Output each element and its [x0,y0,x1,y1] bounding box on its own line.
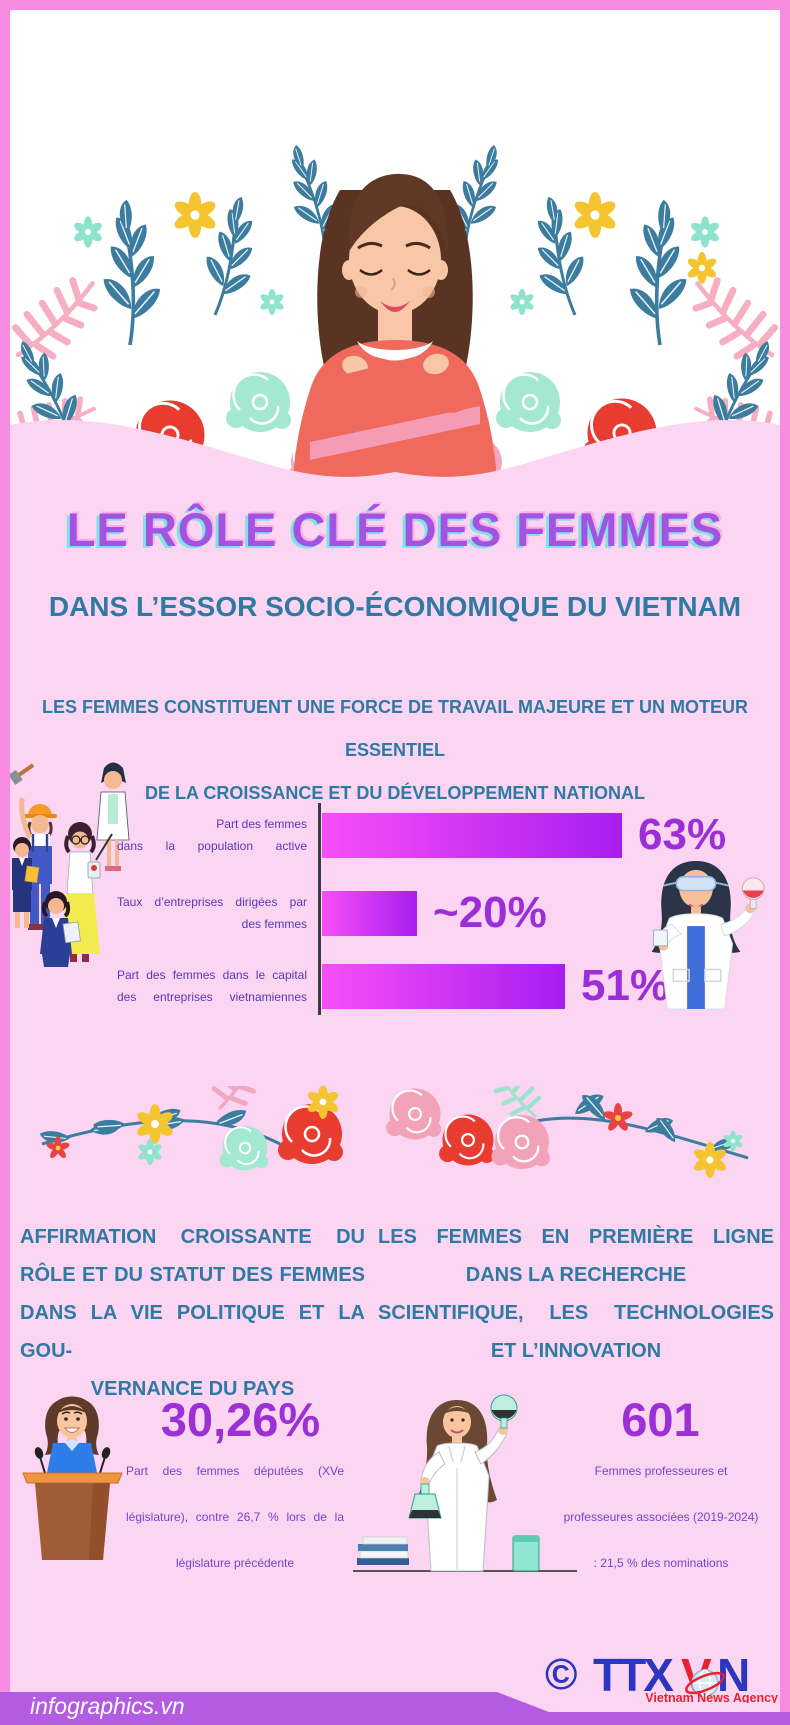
ttxvn-globe-icon [685,1669,725,1697]
bar-label-entreprises: Taux d’entreprises dirigées par des femm… [117,895,307,931]
bar-value-entreprises: ~20% [433,888,547,937]
bar-label-population: Part des femmes dans la population activ… [117,817,307,853]
bar-population [322,812,622,858]
logo-tagline: Vietnam News Agency [645,1691,778,1703]
chemist-with-flask-illustration [651,860,765,1010]
frame-border-left [0,0,10,1725]
scientist-with-flasks-illustration [353,1394,577,1572]
intro-line-2: DE LA CROISSANCE ET DU DÉVELOPPEMENT NAT… [144,783,646,803]
flower-divider-illustration [37,1086,749,1178]
woman-at-podium-illustration [22,1396,123,1560]
chart-axis-line [318,803,321,1015]
footer-brand: infographics.vn [30,1693,185,1719]
chart-row-capital: Part des femmes dans le capital des entr… [117,951,669,1021]
section-heading-science: LES FEMMES EN PREMIÈRE LIGNE DANS LA REC… [378,1226,774,1362]
copyright-icon: © [545,1650,577,1699]
page-subtitle: DANS L’ESSOR SOCIO-ÉCONOMIQUE DU VIETNAM [48,591,742,622]
bar-capital [322,963,565,1009]
logo-ttx: TTX [593,1649,674,1701]
working-women-group-illustration [8,762,130,967]
ttxvn-logo: © TTX V N Vietnam News Agency [545,1649,778,1703]
stat-desc-politics: Part des femmes députées (XVe législatur… [126,1464,344,1570]
intro-text: LES FEMMES CONSTITUENT UNE FORCE DE TRAV… [0,686,790,815]
stat-desc-science: Femmes professeures et professeures asso… [563,1464,759,1570]
bar-value-population: 63% [638,810,727,859]
section-heading-politics: AFFIRMATION CROISSANTE DU RÔLE ET DU STA… [20,1226,365,1400]
stat-value-science: 601 [621,1393,700,1446]
woman-with-flowers-illustration [10,10,780,480]
frame-border-right [780,0,790,1725]
page-title: LE RÔLE CLÉ DES FEMMES [66,503,724,556]
frame-border-top [0,0,790,10]
chart-row-entreprises: Taux d’entreprises dirigées par des femm… [117,878,547,948]
woman-figure [293,173,497,480]
bar-entreprises [322,890,417,936]
stat-value-politics: 30,26% [160,1393,321,1446]
bar-value-capital: 51% [581,961,670,1010]
chart-row-population: Part des femmes dans la population activ… [117,800,726,870]
bar-label-capital: Part des femmes dans le capital des entr… [117,968,307,1004]
intro-line-1: LES FEMMES CONSTITUENT UNE FORCE DE TRAV… [41,697,749,760]
